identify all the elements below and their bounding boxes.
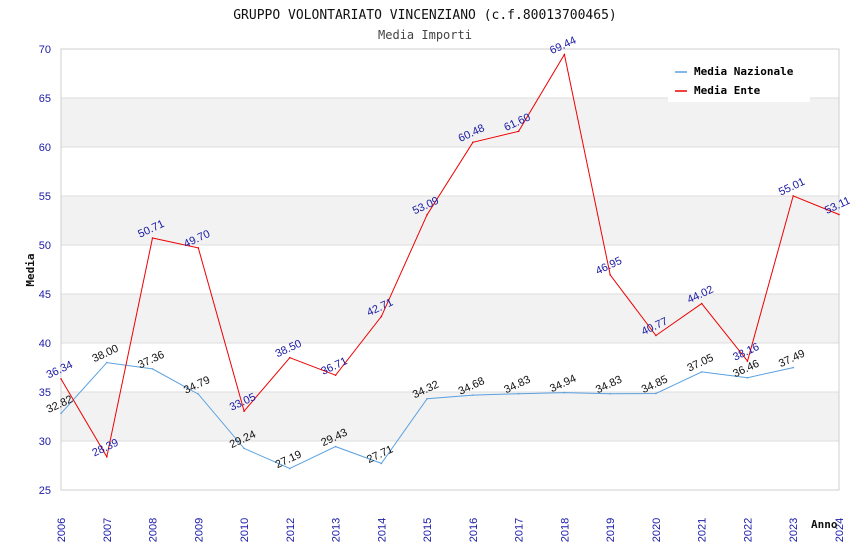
- data-point-media-ente: [151, 237, 154, 239]
- x-tick-label: 2010: [239, 518, 251, 542]
- data-point-media-nazionale: [472, 394, 474, 396]
- data-point-media-nazionale: [105, 361, 108, 364]
- y-tick-label: 25: [39, 485, 51, 497]
- x-tick-label: 2008: [148, 518, 160, 542]
- y-tick-label: 60: [39, 142, 51, 154]
- y-axis-ticks: 25 30 35 40 45 50 55 60 65 70: [39, 44, 51, 497]
- x-tick-label: 2017: [514, 518, 526, 542]
- y-tick-label: 45: [39, 289, 51, 301]
- data-label-media-ente: 36.34: [45, 359, 75, 382]
- data-point-media-nazionale: [426, 397, 428, 400]
- x-tick-label: 2020: [651, 518, 663, 542]
- data-point-media-nazionale: [517, 392, 520, 395]
- y-tick-label: 55: [39, 191, 51, 203]
- data-point-media-ente: [426, 213, 428, 216]
- data-point-media-ente: [289, 356, 291, 359]
- data-point-media-nazionale: [746, 376, 749, 379]
- plot-frame: [60, 48, 840, 491]
- data-point-media-nazionale: [563, 391, 566, 394]
- chart-subtitle: Media Importi: [378, 28, 472, 42]
- background-bands: [61, 98, 839, 441]
- data-point-media-ente: [197, 247, 200, 249]
- data-point-media-ente: [334, 374, 337, 377]
- background-band: [61, 196, 839, 245]
- data-point-media-ente: [746, 360, 749, 362]
- legend-label-media-ente: Media Ente: [694, 84, 761, 97]
- data-point-media-nazionale: [197, 393, 200, 395]
- y-tick-label: 70: [39, 44, 51, 56]
- data-point-media-ente: [838, 213, 840, 216]
- data-point-media-ente: [380, 315, 383, 318]
- data-point-media-ente: [792, 195, 795, 197]
- x-tick-label: 2009: [193, 518, 205, 542]
- data-point-media-nazionale: [334, 445, 337, 448]
- legend-label-media-nazionale: Media Nazionale: [694, 65, 794, 78]
- data-point-media-nazionale: [700, 371, 703, 373]
- y-tick-label: 40: [39, 338, 51, 350]
- data-label-media-ente: 55.01: [777, 176, 807, 199]
- legend-box: [668, 58, 810, 102]
- data-point-media-ente: [243, 410, 245, 412]
- data-point-media-ente: [517, 130, 520, 133]
- background-band: [61, 294, 839, 343]
- x-tick-label: 2024: [834, 518, 846, 542]
- data-label-media-nazionale: 38.00: [90, 343, 120, 366]
- x-axis-label: Anno: [811, 518, 838, 531]
- series-lines: [60, 53, 840, 470]
- x-tick-label: 2014: [376, 518, 388, 542]
- y-tick-label: 30: [39, 436, 51, 448]
- legend: Media Nazionale Media Ente: [668, 58, 810, 102]
- series-line-media-ente: [60, 53, 840, 459]
- data-point-media-nazionale: [792, 366, 795, 369]
- data-point-media-ente: [609, 274, 611, 276]
- x-tick-label: 2015: [422, 518, 434, 542]
- data-point-media-ente: [655, 334, 657, 337]
- data-point-media-nazionale: [151, 368, 154, 370]
- data-label-media-ente: 46.95: [594, 255, 624, 278]
- x-tick-label: 2012: [285, 518, 297, 542]
- x-axis-ticks: 2006 2007 2008 2009 2010 2012 2013 2014 2015 2016…: [56, 518, 846, 542]
- data-point-media-ente: [105, 455, 108, 458]
- data-point-media-nazionale: [243, 447, 245, 450]
- data-point-media-nazionale: [655, 392, 657, 395]
- x-tick-label: 2018: [559, 518, 571, 542]
- y-tick-label: 65: [39, 93, 51, 105]
- x-tick-label: 2013: [331, 518, 343, 542]
- data-label-media-nazionale: 37.05: [685, 352, 715, 375]
- data-point-media-nazionale: [380, 462, 383, 465]
- data-label-media-ente: 69.44: [548, 35, 578, 58]
- data-label-media-nazionale: 37.36: [136, 349, 166, 372]
- data-point-media-ente: [472, 141, 474, 144]
- data-point-media-nazionale: [609, 392, 611, 395]
- data-label-media-nazionale: 37.49: [777, 348, 807, 371]
- x-tick-label: 2021: [697, 518, 709, 542]
- data-point-media-ente: [700, 302, 703, 305]
- x-tick-label: 2019: [605, 518, 617, 542]
- background-band: [61, 98, 839, 147]
- x-tick-label: 2022: [742, 518, 754, 542]
- data-point-media-ente: [60, 378, 62, 380]
- x-tick-label: 2007: [102, 518, 114, 542]
- x-tick-label: 2023: [788, 518, 800, 542]
- x-tick-label: 2006: [56, 518, 68, 542]
- y-tick-label: 50: [39, 240, 51, 252]
- y-tick-label: 35: [39, 387, 51, 399]
- x-tick-label: 2016: [468, 518, 480, 542]
- y-axis-label: Media: [24, 253, 37, 286]
- data-point-media-nazionale: [60, 412, 62, 415]
- chart-title: GRUPPO VOLONTARIATO VINCENZIANO (c.f.800…: [233, 8, 617, 23]
- data-point-media-nazionale: [289, 467, 291, 470]
- data-point-media-ente: [563, 53, 566, 56]
- background-band: [61, 392, 839, 441]
